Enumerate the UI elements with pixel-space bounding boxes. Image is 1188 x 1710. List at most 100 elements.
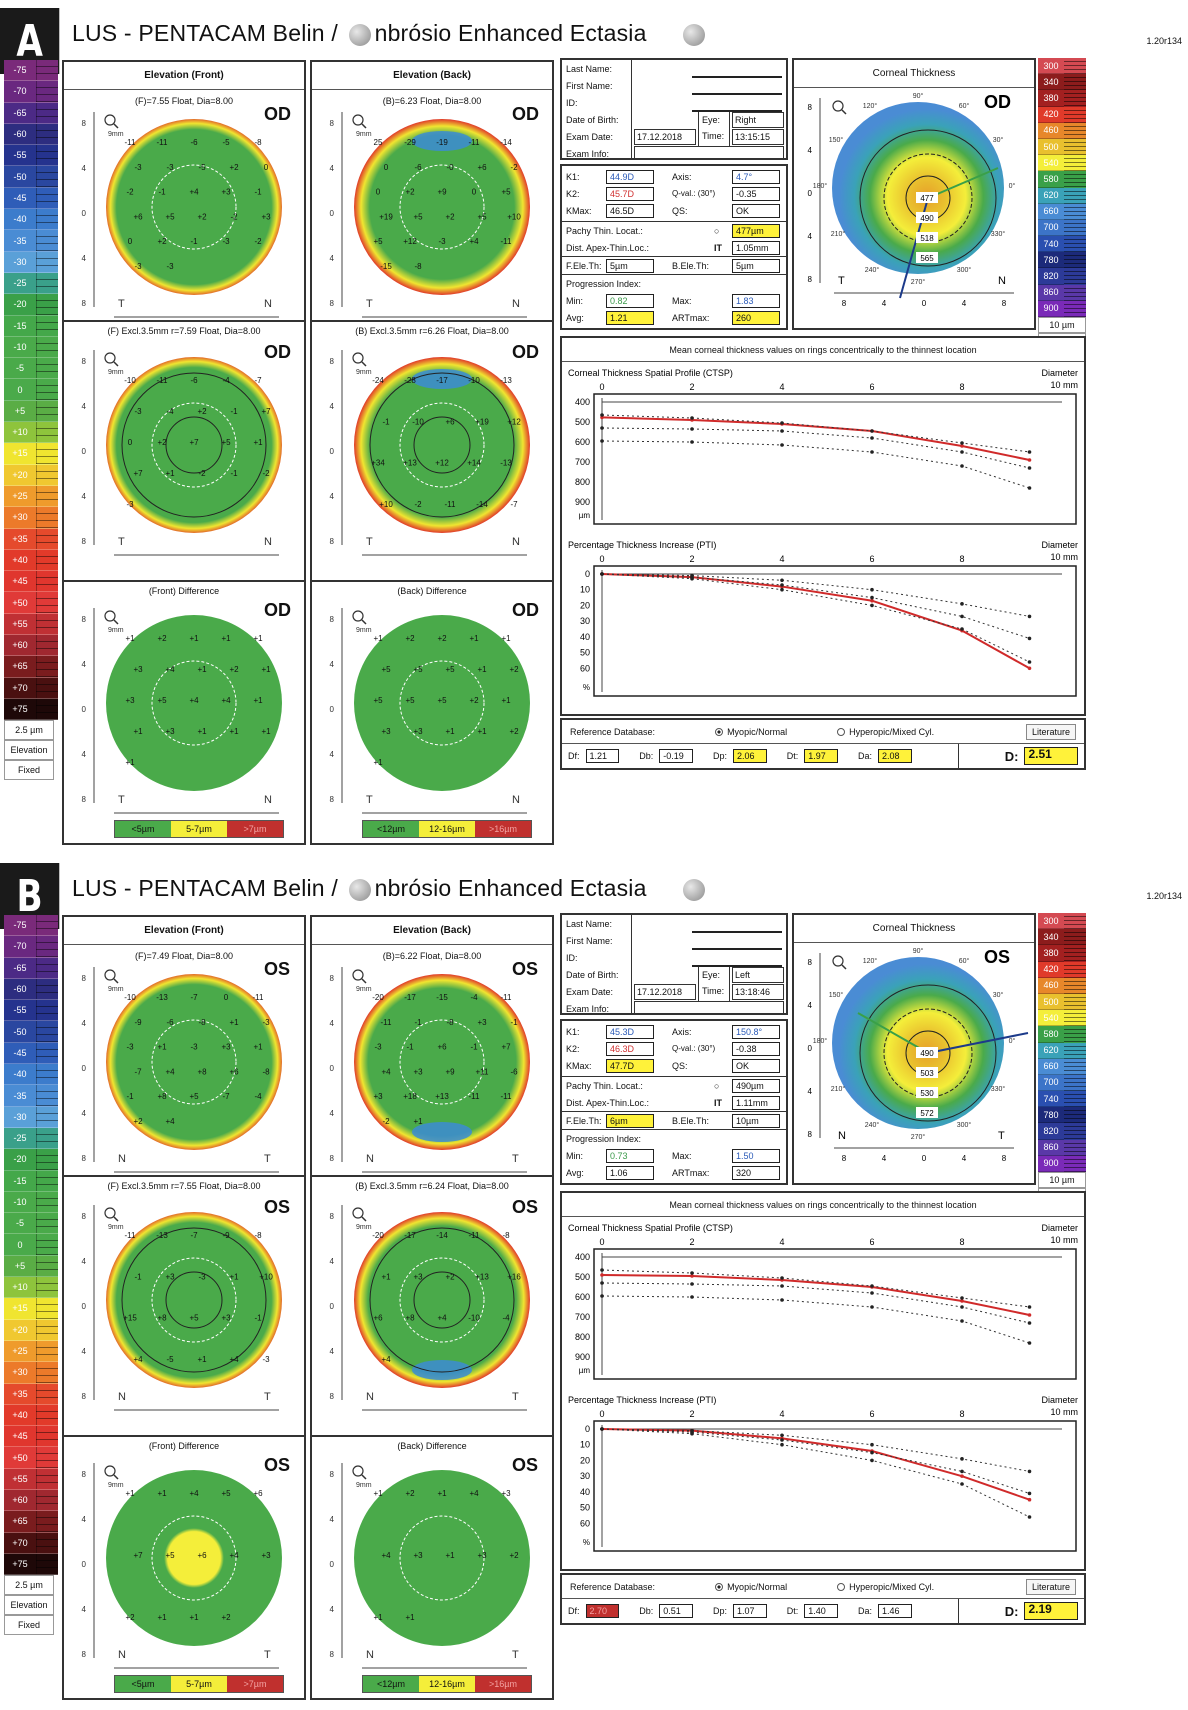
k2-label: K2: <box>566 188 580 199</box>
scale-step: -5 <box>4 1213 58 1235</box>
elevation-value: +1 <box>229 1018 239 1027</box>
data-point <box>870 603 874 608</box>
normative-series-line <box>601 1428 1030 1494</box>
y-tick: 8 <box>330 974 335 983</box>
legend-red: >16µm <box>475 1676 531 1692</box>
elevation-value: -7 <box>134 1067 142 1076</box>
max-value: 1.50 <box>732 1148 780 1163</box>
elevation-map-front[interactable]: 8 8 4 4 0 0 4 4 8 8 9mm N T OS -10 -13 -7 0 -11 -9 -6 -8 +1 -3 -… <box>64 957 304 1177</box>
y-tick: 4 <box>808 146 813 155</box>
map-title: Elevation (Front) <box>64 917 304 945</box>
elevation-value: +2 <box>125 1613 135 1622</box>
dp-label: Dp: <box>713 1606 728 1616</box>
y-tick: 700 <box>575 1312 590 1322</box>
y-tick: 8 <box>82 1650 87 1659</box>
difference-map-front[interactable]: 8 8 4 4 0 0 4 4 8 8 9mm T N OD +1 +2 +1 +1 +1 +3 +4 +1 +2 +1 +3 +… <box>64 598 304 818</box>
literature-button[interactable]: Literature <box>1025 723 1076 740</box>
corneal-thickness-map[interactable]: 8 8 4 4 0 0 4 4 8 8 477 490 518 565 90° 270° 180° 0° 120° 6… <box>794 88 1034 328</box>
elevation-value: -5 <box>198 163 206 172</box>
x-axis-label: Diameter <box>1041 540 1078 550</box>
pti-chart: Percentage Thickness Increase (PTI) Diame… <box>568 1395 1078 1552</box>
angle-label: 0° <box>1009 1037 1016 1045</box>
scale-step: -30 <box>4 1106 58 1128</box>
elevation-value: -8 <box>502 1231 510 1240</box>
legend-yellow: 12-16µm <box>419 1676 475 1692</box>
elevation-value: +1 <box>445 727 455 736</box>
zoom-9mm-icon <box>832 100 847 115</box>
exam-time: 13:18:46 <box>732 984 784 1000</box>
legend-red: >16µm <box>475 821 531 837</box>
y-tick: 4 <box>82 164 87 173</box>
elevation-value: +1 <box>253 696 263 705</box>
scale-step: +40 <box>4 1404 58 1427</box>
elevation-value: +2 <box>133 1117 143 1126</box>
elevation-disc <box>354 1212 530 1388</box>
y-tick: 4 <box>330 402 335 411</box>
k1-value: 45.3D <box>606 1024 654 1039</box>
k1-label: K1: <box>566 171 580 182</box>
myopic-normal-radio[interactable]: Myopic/Normal <box>715 727 787 737</box>
elevation-map-front[interactable]: 8 8 4 4 0 0 4 4 8 8 9mm T N OD -11 -11 -6 -5 -8 -3 -3 -5 +2 0 -2… <box>64 102 304 322</box>
elevation-disc <box>106 119 282 295</box>
difference-map-back[interactable]: 8 8 4 4 0 0 4 4 8 8 9mm T N OD +1 +2 +2 +1 +1 +5 +5 +5 +1 +2 +5 +… <box>312 598 552 818</box>
pachy-scale-step: 10 µm <box>1038 1172 1086 1188</box>
elevation-map-back[interactable]: 8 8 4 4 0 0 4 4 8 8 9mm T N OD 25 -29 -19 -11 -14 0 -6 -0 +6 -2… <box>312 102 552 322</box>
hyperopic-radio[interactable]: Hyperopic/Mixed Cyl. <box>837 1582 934 1592</box>
artmax-label: ARTmax: <box>672 312 710 323</box>
elevation-value: +3 <box>413 1067 423 1076</box>
map-subtitle: (F) Excl.3.5mm r=7.59 Float, Dia=8.00 <box>107 326 261 336</box>
elevation-value: +2 <box>229 163 239 172</box>
x-tick: 4 <box>404 1672 409 1673</box>
x-tick: 8 <box>270 817 275 818</box>
elevation-value: +13 <box>475 1272 489 1281</box>
elevation-map-front-excl[interactable]: 8 8 4 4 0 0 4 4 8 8 9mm N T OS -11 -13 -7 -9 -8 -1 +3 -3 +1 +10… <box>64 1195 304 1415</box>
zoom-9mm-icon: 9mm <box>104 1465 124 1489</box>
difference-map-back[interactable]: 8 8 4 4 0 0 4 4 8 8 9mm N T OS +1 +2 +1 +4 +3 +4 +3 +1 +3 +2 +1 +… <box>312 1453 552 1673</box>
data-point <box>870 429 874 433</box>
elevation-value: +6 <box>229 1067 239 1076</box>
scale-step: +35 <box>4 528 58 550</box>
radio-selected-icon <box>715 728 724 737</box>
elevation-value: +1 <box>261 665 271 674</box>
elevation-map-back-excl[interactable]: 8 8 4 4 0 0 4 4 8 8 9mm T N OD -24 -28 -17 -10 -13 -1 -10 +6 +… <box>312 340 552 560</box>
elevation-value: +3 <box>261 212 271 221</box>
y-tick: 4 <box>82 1019 87 1028</box>
elevation-value: 25 <box>374 138 383 147</box>
reference-database-panel: Reference Database: Myopic/Normal Hypero… <box>560 1573 1086 1625</box>
y-tick: 0 <box>82 1302 87 1311</box>
elevation-value: -11 <box>125 138 137 147</box>
ectasia-charts-panel: Mean corneal thickness values on rings c… <box>560 336 1086 716</box>
k2-value: 46.3D <box>606 1041 654 1056</box>
elevation-value: -11 <box>253 993 265 1002</box>
corneal-thickness-map[interactable]: 8 8 4 4 0 0 4 4 8 8 490 503 530 572 90° 270° 180° 0° 120° 6… <box>794 943 1034 1183</box>
y-tick: 500 <box>575 417 590 427</box>
distance-icon: IT <box>714 1097 722 1108</box>
y-tick: 30 <box>580 616 590 626</box>
data-point <box>870 1284 874 1288</box>
elevation-value: +12 <box>403 237 417 246</box>
y-tick: 8 <box>82 795 87 804</box>
eye-tag: OS <box>264 1197 290 1217</box>
x-tick: 8 <box>366 817 371 818</box>
exam-info-panel: Last Name: First Name: ID: Date of Birth… <box>560 58 788 334</box>
x-tick: 4 <box>779 554 784 564</box>
zoom-9mm-icon: 9mm <box>352 1465 372 1489</box>
difference-map-front[interactable]: 8 8 4 4 0 0 4 4 8 8 9mm N T OS +1 +1 +4 +5 +6 +7 +5 +6 +4 +3 +2 +… <box>64 1453 304 1673</box>
elevation-map-back[interactable]: 8 8 4 4 0 0 4 4 8 8 9mm N T OS -20 -17 -15 -4 -11 -11 -1 -8 +3… <box>312 957 552 1177</box>
scale-step: -10 <box>4 1191 58 1214</box>
data-point <box>960 614 964 619</box>
data-point <box>780 1276 784 1280</box>
elevation-map-front-excl[interactable]: 8 8 4 4 0 0 4 4 8 8 9mm T N OD -10 -11 -6 -4 -7 -3 -4 +2 -1 +7 0… <box>64 340 304 560</box>
myopic-normal-radio[interactable]: Myopic/Normal <box>715 1582 787 1592</box>
elevation-value: +1 <box>197 1355 207 1364</box>
y-tick: 0 <box>330 1560 335 1569</box>
y-tick: 8 <box>330 1650 335 1659</box>
data-point <box>960 602 964 606</box>
literature-button[interactable]: Literature <box>1025 1578 1076 1595</box>
elevation-map-back-excl[interactable]: 8 8 4 4 0 0 4 4 8 8 9mm N T OS -20 -17 -14 -11 -8 +1 +3 +2 +13… <box>312 1195 552 1415</box>
pachy-thin-label: Pachy Thin. Locat.: <box>566 1080 643 1091</box>
hyperopic-radio[interactable]: Hyperopic/Mixed Cyl. <box>837 727 934 737</box>
angle-label: 30° <box>993 136 1004 144</box>
scale-mode: Elevation <box>4 740 54 761</box>
elevation-value: +2 <box>157 634 167 643</box>
